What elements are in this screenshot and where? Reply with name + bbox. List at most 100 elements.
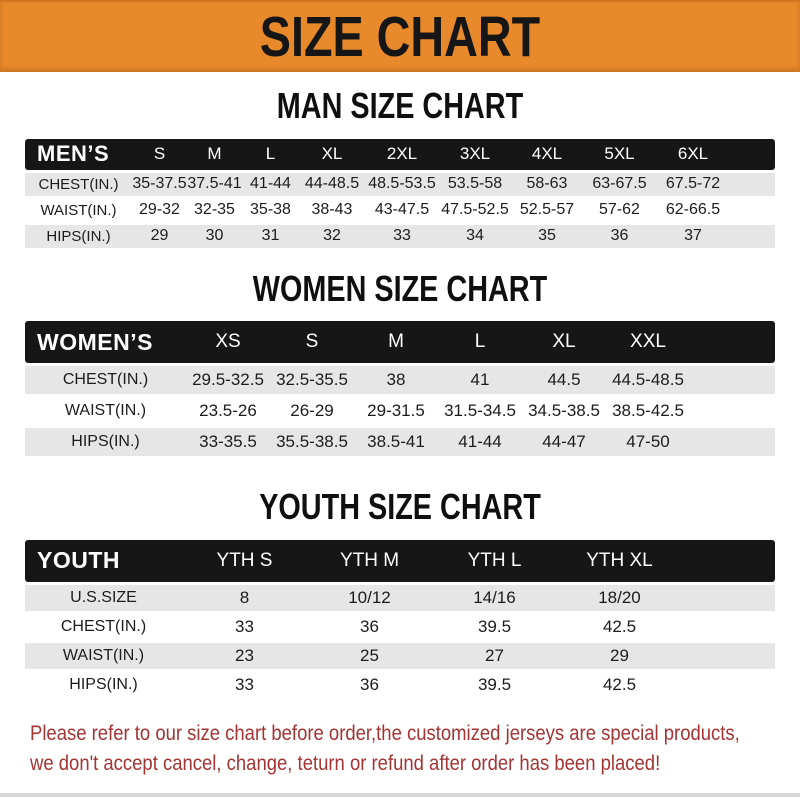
row-label: CHEST(IN.): [25, 366, 186, 395]
size-cell: 10/12: [307, 584, 432, 611]
page-title: SIZE CHART: [259, 4, 541, 69]
size-cell: 53.5-58: [439, 172, 511, 196]
size-cell: 37.5-41: [187, 172, 242, 196]
men-size-table: MEN’S S M L XL 2XL 3XL 4XL 5XL 6XL CHEST…: [25, 136, 775, 251]
men-table-corner-label: MEN’S: [25, 138, 132, 170]
size-cell: 29-32: [132, 198, 187, 222]
women-size-col-l: L: [438, 321, 522, 364]
women-header-spacer: [690, 321, 775, 364]
youth-waist-row: WAIST(IN.) 23 25 27 29: [25, 642, 775, 669]
size-cell: 38.5-42.5: [606, 397, 690, 426]
youth-size-col-s: YTH S: [182, 539, 307, 582]
size-cell: 32: [299, 224, 365, 248]
men-size-col-5xl: 5XL: [583, 138, 656, 170]
size-cell: 33-35.5: [186, 428, 270, 457]
size-cell: 8: [182, 584, 307, 611]
size-cell: 33: [182, 671, 307, 698]
row-label: CHEST(IN.): [25, 172, 132, 196]
youth-chest-row: CHEST(IN.) 33 36 39.5 42.5: [25, 613, 775, 640]
spacer-cell: [682, 642, 775, 669]
men-size-col-s: S: [132, 138, 187, 170]
women-size-col-xxl: XXL: [606, 321, 690, 364]
size-cell: 57-62: [583, 198, 656, 222]
men-size-col-l: L: [242, 138, 299, 170]
size-cell: 30: [187, 224, 242, 248]
size-cell: 42.5: [557, 613, 682, 640]
youth-hips-row: HIPS(IN.) 33 36 39.5 42.5: [25, 671, 775, 698]
women-waist-row: WAIST(IN.) 23.5-26 26-29 29-31.5 31.5-34…: [25, 397, 775, 426]
size-cell: 44-47: [522, 428, 606, 457]
size-cell: 27: [432, 642, 557, 669]
row-label: U.S.SIZE: [25, 584, 182, 611]
women-header-row: WOMEN’S XS S M L XL XXL: [25, 321, 775, 364]
spacer-cell: [682, 584, 775, 611]
size-cell: 32.5-35.5: [270, 366, 354, 395]
size-cell: 35-38: [242, 198, 299, 222]
size-cell: 32-35: [187, 198, 242, 222]
spacer-cell: [682, 671, 775, 698]
size-cell: 18/20: [557, 584, 682, 611]
footer-notice: Please refer to our size chart before or…: [30, 719, 800, 780]
size-cell: 23.5-26: [186, 397, 270, 426]
spacer-cell: [690, 366, 775, 395]
size-cell: 47.5-52.5: [439, 198, 511, 222]
youth-section-title: YOUTH SIZE CHART: [0, 487, 800, 527]
size-cell: 38.5-41: [354, 428, 438, 457]
spacer-cell: [730, 172, 775, 196]
women-section-title: WOMEN SIZE CHART: [0, 267, 800, 309]
size-cell: 39.5: [432, 613, 557, 640]
women-section-title-text: WOMEN SIZE CHART: [252, 267, 548, 309]
men-section: MAN SIZE CHART MEN’S S M L XL 2XL 3XL 4X…: [0, 86, 800, 251]
row-label: HIPS(IN.): [25, 671, 182, 698]
spacer-cell: [682, 613, 775, 640]
size-cell: 31: [242, 224, 299, 248]
youth-header-row: YOUTH YTH S YTH M YTH L YTH XL: [25, 539, 775, 582]
men-chest-row: CHEST(IN.) 35-37.5 37.5-41 41-44 44-48.5…: [25, 172, 775, 196]
banner: SIZE CHART: [0, 0, 800, 72]
men-size-col-6xl: 6XL: [656, 138, 730, 170]
size-cell: 38: [354, 366, 438, 395]
row-label: CHEST(IN.): [25, 613, 182, 640]
size-cell: 29-31.5: [354, 397, 438, 426]
row-label: HIPS(IN.): [25, 428, 186, 457]
size-cell: 62-66.5: [656, 198, 730, 222]
size-cell: 41-44: [242, 172, 299, 196]
youth-ussize-row: U.S.SIZE 8 10/12 14/16 18/20: [25, 584, 775, 611]
size-cell: 63-67.5: [583, 172, 656, 196]
women-size-col-m: M: [354, 321, 438, 364]
size-cell: 38-43: [299, 198, 365, 222]
size-cell: 47-50: [606, 428, 690, 457]
youth-size-col-l: YTH L: [432, 539, 557, 582]
size-cell: 42.5: [557, 671, 682, 698]
size-cell: 34.5-38.5: [522, 397, 606, 426]
women-size-col-xs: XS: [186, 321, 270, 364]
size-cell: 36: [583, 224, 656, 248]
size-cell: 29: [132, 224, 187, 248]
youth-size-table: YOUTH YTH S YTH M YTH L YTH XL U.S.SIZE …: [25, 537, 775, 701]
size-cell: 67.5-72: [656, 172, 730, 196]
youth-section: YOUTH SIZE CHART YOUTH YTH S YTH M YTH L…: [0, 487, 800, 701]
spacer-cell: [690, 428, 775, 457]
men-size-col-m: M: [187, 138, 242, 170]
men-waist-row: WAIST(IN.) 29-32 32-35 35-38 38-43 43-47…: [25, 198, 775, 222]
size-cell: 23: [182, 642, 307, 669]
size-cell: 29: [557, 642, 682, 669]
row-label: WAIST(IN.): [25, 642, 182, 669]
notice-line-1: Please refer to our size chart before or…: [30, 721, 740, 745]
size-cell: 39.5: [432, 671, 557, 698]
spacer-cell: [690, 397, 775, 426]
women-chest-row: CHEST(IN.) 29.5-32.5 32.5-35.5 38 41 44.…: [25, 366, 775, 395]
notice-line-2: we don't accept cancel, change, teturn o…: [30, 752, 661, 776]
men-header-spacer: [730, 138, 775, 170]
men-size-col-4xl: 4XL: [511, 138, 583, 170]
size-cell: 36: [307, 671, 432, 698]
row-label: WAIST(IN.): [25, 198, 132, 222]
men-header-row: MEN’S S M L XL 2XL 3XL 4XL 5XL 6XL: [25, 138, 775, 170]
size-cell: 44.5: [522, 366, 606, 395]
youth-section-title-text: YOUTH SIZE CHART: [259, 486, 541, 528]
size-cell: 48.5-53.5: [365, 172, 439, 196]
youth-header-spacer: [682, 539, 775, 582]
women-table-corner-label: WOMEN’S: [25, 321, 186, 364]
row-label: WAIST(IN.): [25, 397, 186, 426]
